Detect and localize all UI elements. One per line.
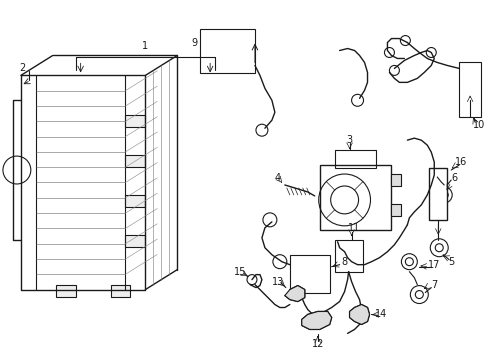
Text: 5: 5 [447, 257, 453, 267]
Text: 3: 3 [346, 135, 352, 145]
Bar [458, 62, 480, 117]
Bar [56, 285, 76, 297]
Text: 6: 6 [450, 173, 456, 183]
Bar [125, 115, 145, 127]
Bar [125, 235, 145, 247]
Text: 7: 7 [430, 280, 436, 289]
Polygon shape [349, 305, 369, 324]
Bar [319, 165, 390, 230]
Text: 12: 12 [311, 339, 323, 349]
Bar [428, 168, 447, 220]
Text: 14: 14 [375, 310, 387, 319]
Bar [125, 155, 145, 167]
Text: 4: 4 [274, 173, 281, 183]
Text: 8: 8 [341, 257, 347, 267]
Text: 9: 9 [191, 37, 197, 48]
Bar [390, 204, 401, 216]
Bar [334, 150, 376, 168]
Text: 11: 11 [348, 223, 360, 233]
Polygon shape [301, 311, 331, 329]
Polygon shape [285, 285, 304, 302]
Bar [390, 174, 401, 186]
Text: 13: 13 [271, 276, 284, 287]
Text: 16: 16 [454, 157, 467, 167]
Bar [125, 195, 145, 207]
Text: 2: 2 [20, 63, 26, 73]
Text: 17: 17 [427, 260, 440, 270]
Text: 1: 1 [142, 41, 148, 50]
Bar [334, 240, 362, 272]
Text: 10: 10 [472, 120, 484, 130]
Bar [200, 28, 254, 73]
Bar [289, 255, 329, 293]
Bar [110, 285, 130, 297]
Text: 15: 15 [233, 267, 245, 276]
